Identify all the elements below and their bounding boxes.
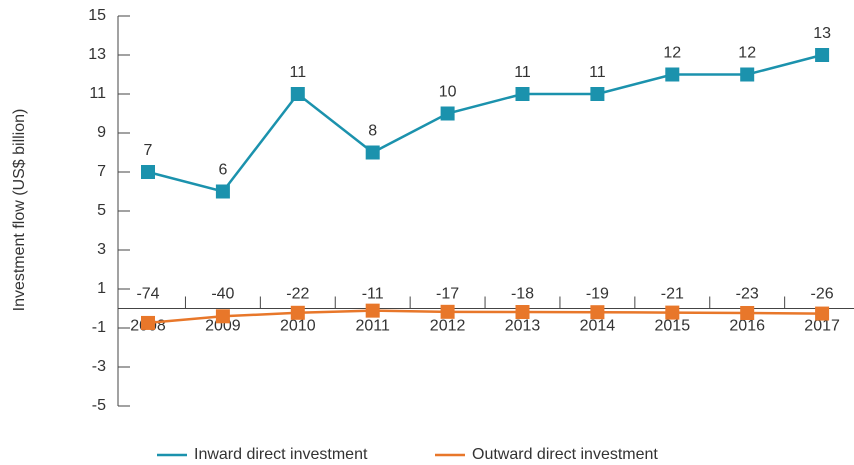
x-tick-label: 2013 [505,318,541,335]
marker [740,305,755,320]
marker [590,87,605,101]
y-tick-label: 5 [97,202,106,219]
series-line [147,309,823,325]
y-axis-title: Investment flow (US$ billion) [11,109,28,312]
data-label: 6 [218,162,227,179]
x-tick-label: 2011 [355,318,390,335]
marker [440,106,455,121]
data-label: -11 [362,286,384,303]
x-tick-label: 2016 [729,318,765,335]
marker [215,309,230,324]
marker [515,87,530,101]
data-label: -17 [436,286,459,303]
y-tick-label: 1 [97,280,106,297]
legend-label: Inward direct investment [194,446,368,463]
data-label: 10 [439,84,457,101]
y-tick-label: 3 [97,241,106,258]
marker [365,145,380,160]
data-label: -26 [811,286,834,303]
data-label: -40 [211,286,234,303]
marker [815,306,830,321]
marker [141,165,155,179]
x-tick-label: 2015 [655,318,691,335]
marker [215,184,230,199]
x-tick-label: 2012 [430,318,466,335]
data-label: -23 [736,286,759,303]
data-label: 8 [368,123,377,140]
x-tick-label: 2010 [280,318,316,335]
x-tick-label: 2014 [580,318,616,335]
marker [740,67,755,82]
data-label: -18 [511,286,534,303]
y-tick-label: -5 [92,397,106,414]
data-label: 11 [514,64,531,81]
data-label: 12 [663,45,681,62]
data-label: 11 [589,64,606,81]
data-label: -22 [286,286,309,303]
marker [590,305,605,320]
marker [290,305,305,320]
x-tick-label: 2009 [205,318,241,335]
data-label: -21 [661,286,684,303]
marker [290,87,305,101]
y-tick-label: 13 [88,46,106,63]
legend-label: Outward direct investment [472,446,658,463]
data-label: 7 [144,142,153,159]
marker [515,305,530,320]
y-tick-label: 15 [88,7,106,24]
marker [141,315,155,330]
y-tick-label: -1 [92,319,106,336]
marker [365,303,380,318]
data-label: 11 [289,64,306,81]
data-label: 12 [738,45,756,62]
y-tick-label: -3 [92,358,106,375]
y-tick-label: 9 [97,124,106,141]
data-label: -74 [136,286,159,303]
data-label: -19 [586,286,609,303]
series-line [147,53,823,193]
y-tick-label: 7 [97,163,106,180]
marker [665,305,680,320]
marker [815,48,830,62]
y-tick-label: 11 [89,85,106,102]
marker [665,67,680,82]
marker [440,304,455,319]
data-label: 13 [813,25,831,42]
x-tick-label: 2017 [804,318,840,335]
